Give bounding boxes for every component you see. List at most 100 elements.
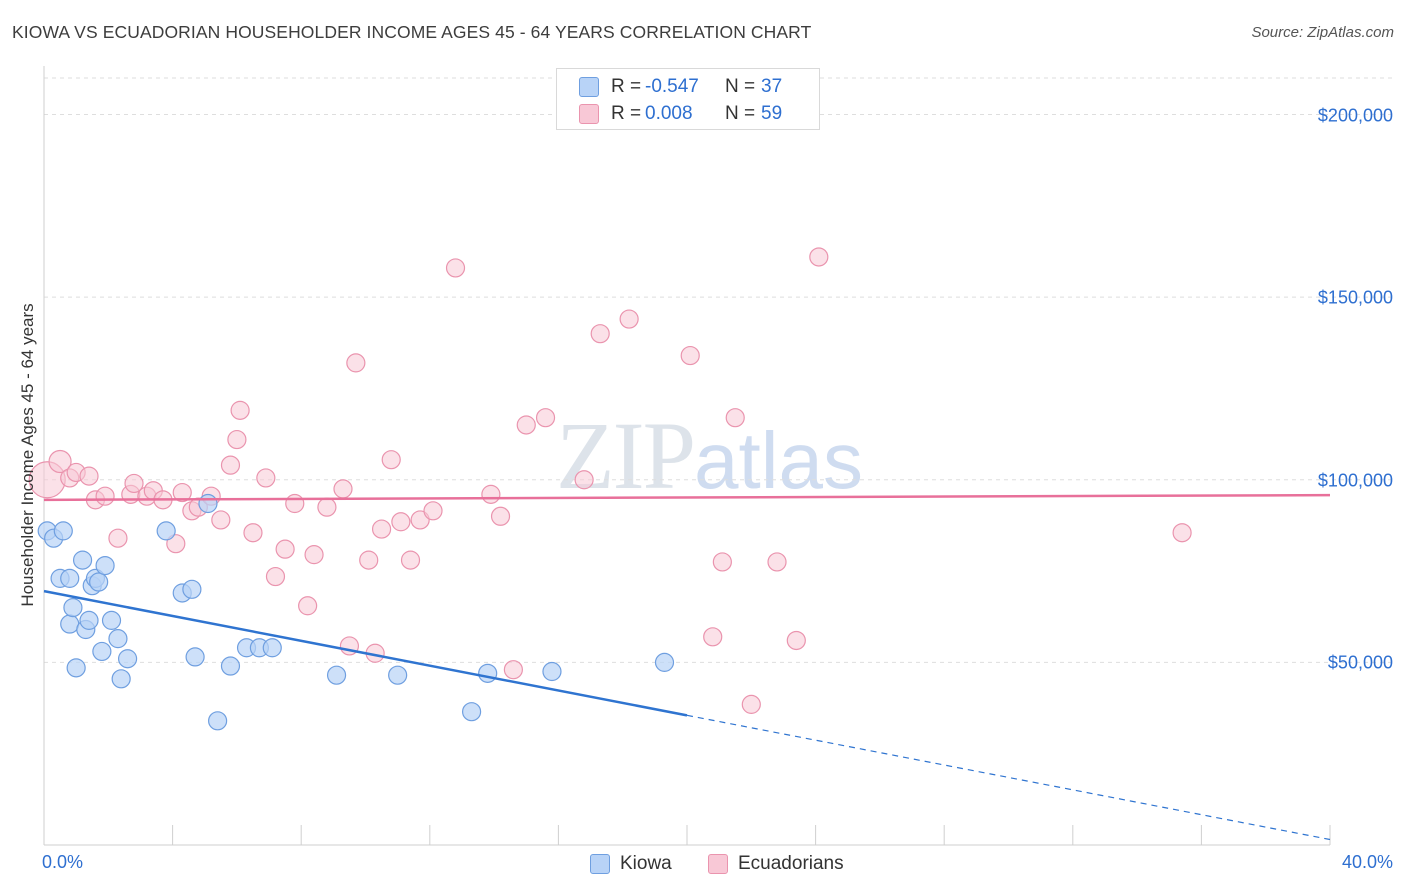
ecuadorians-point bbox=[445, 258, 466, 278]
watermark-atlas: atlas bbox=[694, 416, 863, 505]
x-tick-max: 40.0% bbox=[1341, 852, 1393, 872]
kiowa-swatch bbox=[579, 77, 599, 97]
ecuadorians-point bbox=[535, 408, 556, 428]
ecuadorians-point bbox=[516, 415, 536, 435]
ecuadorians-point bbox=[220, 455, 241, 475]
ecuadorians-point bbox=[285, 493, 305, 514]
legend-item-kiowa[interactable]: Kiowa bbox=[590, 851, 672, 877]
axes bbox=[43, 66, 1331, 846]
legend-row-kiowa: R = -0.547 N = 37 bbox=[579, 75, 782, 99]
ecuadorians-point bbox=[211, 510, 231, 530]
watermark-zip: ZIP bbox=[556, 402, 696, 509]
kiowa-point bbox=[326, 665, 347, 685]
kiowa-point bbox=[182, 579, 202, 599]
ecuadorians-swatch bbox=[708, 854, 728, 874]
ecuadorians-point bbox=[230, 400, 250, 420]
watermark: ZIPatlas bbox=[556, 400, 863, 511]
kiowa-point bbox=[542, 661, 562, 682]
ecuadorians-point bbox=[590, 324, 610, 344]
r-value: -0.547 bbox=[645, 76, 699, 97]
kiowa-point bbox=[198, 493, 218, 514]
ecuadorians-point bbox=[317, 497, 337, 517]
ecuadorians-point bbox=[703, 627, 723, 647]
correlation-legend: R = -0.547 N = 37 R = 0.008 N = 59 bbox=[556, 68, 820, 130]
kiowa-point bbox=[89, 572, 109, 592]
legend-label-kiowa: Kiowa bbox=[620, 853, 672, 874]
ecuadorians-point bbox=[1172, 523, 1192, 543]
n-label: N = bbox=[725, 76, 756, 97]
ecuadorians-point bbox=[108, 528, 128, 548]
ecuadorians-point bbox=[124, 473, 144, 494]
kiowa-point bbox=[92, 641, 112, 662]
kiowa-point bbox=[654, 652, 675, 672]
ecuadorians-point bbox=[275, 539, 295, 559]
ecuadorians-point bbox=[400, 550, 421, 570]
grid-lines bbox=[44, 77, 1393, 663]
y-axis-label: Householder Income Ages 45 - 64 years bbox=[18, 303, 37, 607]
ecuadorians-point bbox=[381, 450, 401, 470]
ecuadorians-point bbox=[371, 519, 392, 539]
ecuadorians-point bbox=[680, 345, 700, 366]
ecuadorians-point bbox=[809, 247, 829, 267]
kiowa-swatch bbox=[590, 854, 610, 874]
ecuadorians-point bbox=[359, 550, 379, 570]
kiowa-point bbox=[117, 649, 138, 669]
ecuadorians-point bbox=[243, 523, 263, 543]
ecuadorians-point bbox=[95, 486, 115, 506]
ecuadorians-point bbox=[304, 545, 324, 565]
kiowa-point bbox=[60, 568, 80, 588]
ecuadorians-point bbox=[503, 660, 523, 680]
kiowa-point bbox=[208, 711, 228, 731]
chart-title: KIOWA VS ECUADORIAN HOUSEHOLDER INCOME A… bbox=[12, 22, 812, 42]
kiowa-point bbox=[262, 638, 282, 658]
kiowa-point bbox=[53, 521, 73, 541]
ecuadorians-point bbox=[481, 484, 501, 504]
kiowa-point bbox=[220, 656, 241, 676]
legend-row-ecuadorians: R = 0.008 N = 59 bbox=[579, 102, 782, 126]
kiowa-point bbox=[60, 614, 80, 634]
legend-label-ecuadorians: Ecuadorians bbox=[738, 853, 844, 874]
ecuadorians-point bbox=[346, 353, 366, 373]
kiowa-point bbox=[388, 665, 408, 685]
n-value: 59 bbox=[761, 103, 783, 124]
ecuadorians-point bbox=[619, 309, 639, 329]
kiowa-point bbox=[478, 663, 498, 683]
y-tick-label-1: $150,000 bbox=[1317, 287, 1393, 308]
ecuadorians-point bbox=[227, 429, 247, 450]
r-value: 0.008 bbox=[645, 103, 693, 124]
kiowa-point bbox=[72, 550, 93, 570]
r-label: R = bbox=[611, 103, 642, 124]
n-label: N = bbox=[725, 103, 756, 124]
ecuadorians-point bbox=[725, 408, 745, 428]
r-label: R = bbox=[611, 76, 642, 97]
kiowa-point bbox=[111, 669, 131, 689]
ecuadorians-point bbox=[391, 512, 411, 532]
kiowa-point bbox=[79, 610, 99, 630]
kiowa-point bbox=[63, 597, 83, 618]
kiowa-point bbox=[66, 658, 86, 678]
ecuadorians-trend-line bbox=[43, 493, 1331, 502]
kiowa-points bbox=[37, 493, 675, 731]
ecuadorians-point bbox=[786, 630, 806, 651]
n-value: 37 bbox=[761, 76, 783, 97]
ecuadorians-point bbox=[574, 470, 594, 490]
y-tick-label-3: $50,000 bbox=[1327, 652, 1393, 673]
y-tick-label-0: $200,000 bbox=[1317, 105, 1393, 126]
trend-lines bbox=[43, 493, 1331, 841]
series-legend: Kiowa Ecuadorians bbox=[0, 851, 1406, 877]
ecuadorians-points bbox=[28, 247, 1192, 714]
ecuadorians-point bbox=[265, 566, 286, 587]
ecuadorians-point bbox=[767, 552, 787, 572]
kiowa-point bbox=[101, 610, 122, 630]
ecuadorians-point bbox=[490, 506, 511, 526]
ecuadorians-point bbox=[298, 596, 318, 616]
ecuadorians-point bbox=[166, 534, 186, 554]
kiowa-trend-extension bbox=[686, 714, 1331, 841]
kiowa-point bbox=[461, 702, 482, 722]
ecuadorians-point bbox=[712, 552, 732, 572]
y-tick-label-2: $100,000 bbox=[1317, 470, 1393, 491]
kiowa-point bbox=[108, 629, 128, 649]
legend-item-ecuadorians[interactable]: Ecuadorians bbox=[708, 851, 844, 877]
ecuadorians-point bbox=[741, 694, 761, 714]
